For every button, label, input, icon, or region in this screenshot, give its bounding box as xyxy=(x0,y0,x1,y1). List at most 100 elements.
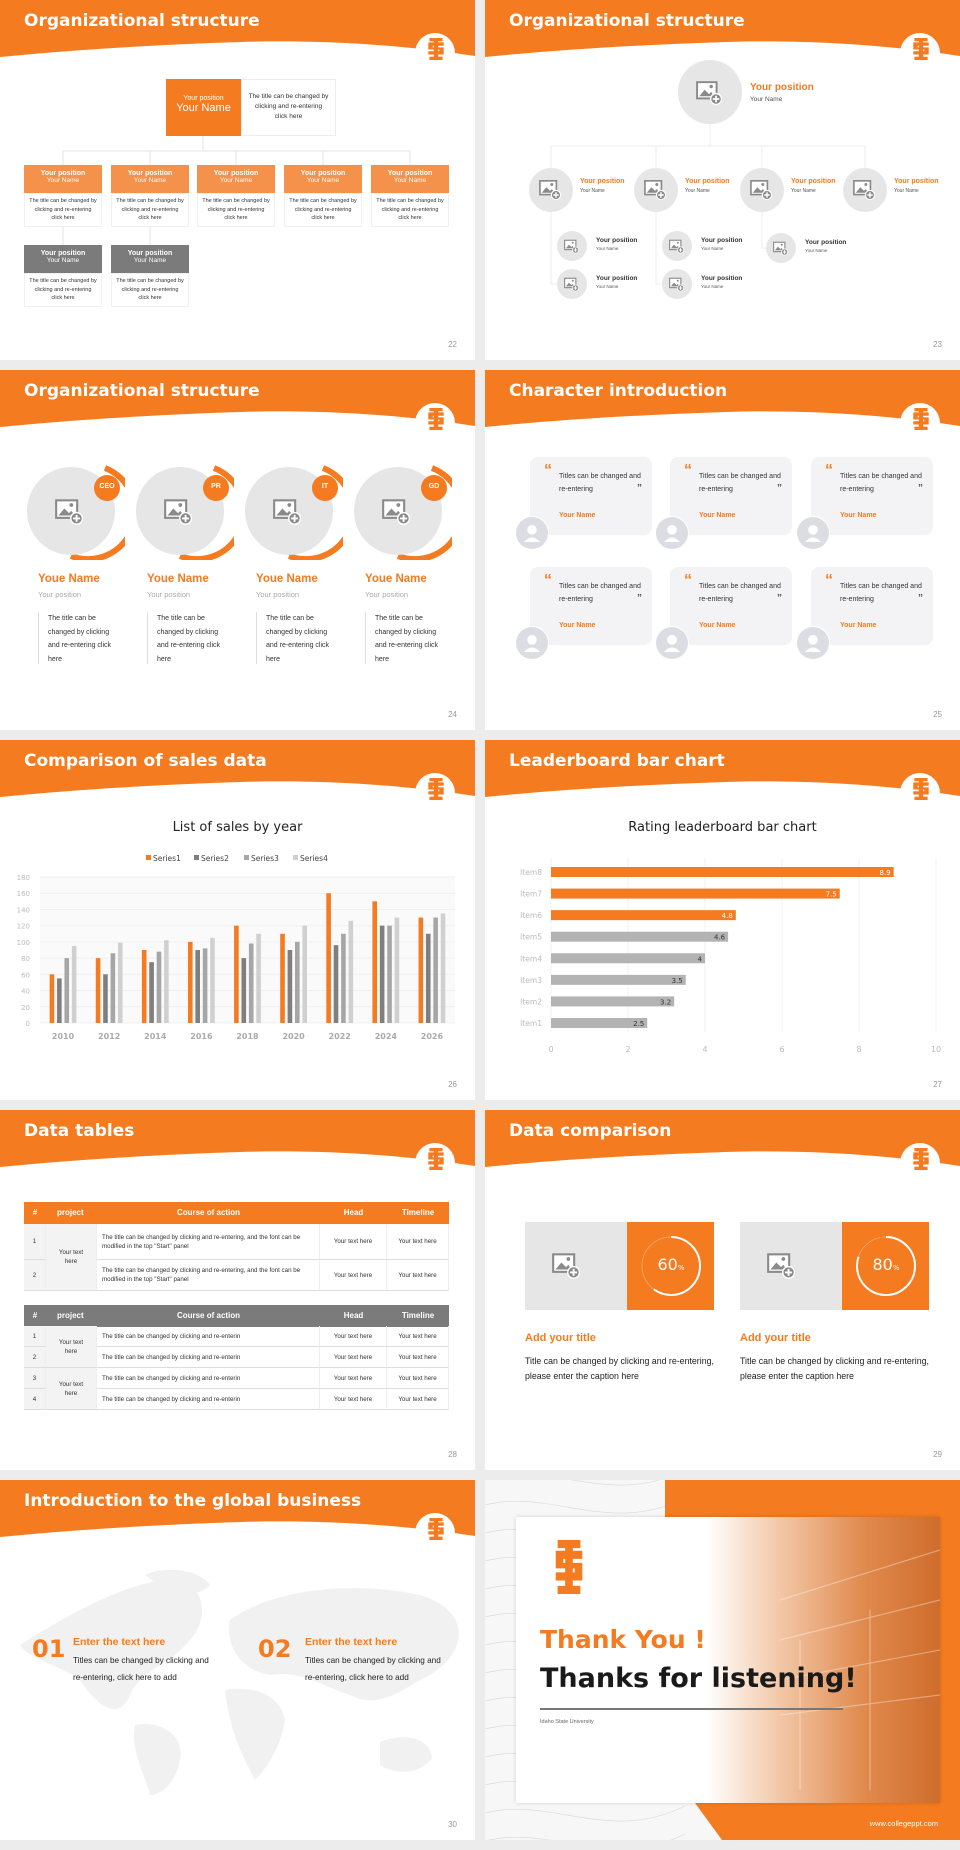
quote-card[interactable] xyxy=(670,567,792,645)
logo-icon xyxy=(910,408,932,441)
column-header: # xyxy=(32,1208,38,1217)
x-tick-label: 10 xyxy=(931,1045,941,1054)
slide-title: Data comparison xyxy=(509,1121,672,1141)
top-position-box[interactable]: Your position Your Name xyxy=(166,79,241,136)
photo-placeholder xyxy=(766,233,796,268)
table-cell[interactable]: Your text here xyxy=(320,1224,387,1260)
x-tick-label: 2 xyxy=(625,1045,630,1054)
table-cell[interactable]: The title can be changed by clicking and… xyxy=(97,1260,320,1291)
child-position-box[interactable]: Your position Your Name xyxy=(24,165,102,193)
child-position-box[interactable]: Your position Your Name xyxy=(111,245,189,273)
item-description: Title can be changed by clicking and re-… xyxy=(525,1356,714,1381)
page-number: 30 xyxy=(448,1820,457,1829)
data-label: 3.2 xyxy=(660,998,671,1006)
table-cell[interactable]: Your text here xyxy=(46,1368,97,1410)
column-header: Timeline xyxy=(401,1208,435,1217)
y-category-label: Item5 xyxy=(520,933,542,942)
name-label: Your Name xyxy=(596,246,619,251)
table-cell[interactable]: Your text here xyxy=(320,1347,387,1368)
table-cell[interactable]: 2 xyxy=(24,1260,46,1291)
table-cell[interactable]: Your text here xyxy=(320,1368,387,1389)
avatar xyxy=(515,516,549,555)
table-cell[interactable]: Your text here xyxy=(320,1260,387,1291)
table-cell[interactable]: Your text here xyxy=(46,1326,97,1368)
y-tick-label: 60 xyxy=(21,971,30,979)
bar-series1-2020 xyxy=(280,933,285,1023)
bar-series2-2018 xyxy=(241,958,247,1023)
legend-label: Series1 xyxy=(153,854,181,863)
thanks-for-listening-heading: Thanks for listening! xyxy=(540,1663,857,1694)
table-cell[interactable]: 3 xyxy=(24,1368,46,1389)
table-cell[interactable]: Your text here xyxy=(320,1326,387,1347)
bar-series2-2026 xyxy=(425,933,431,1023)
member-name: Youe Name xyxy=(38,573,100,585)
child-position-box[interactable]: Your position Your Name xyxy=(284,165,362,193)
top-photo-placeholder xyxy=(678,60,742,129)
quote-card[interactable] xyxy=(811,457,933,535)
close-quote-icon: ” xyxy=(637,483,642,494)
quote-text: Titles can be changed and re-entering xyxy=(840,473,922,493)
logo-icon xyxy=(425,408,447,441)
child-position-box[interactable]: Your position Your Name xyxy=(24,245,102,273)
table-cell[interactable]: The title can be changed by clicking and… xyxy=(97,1389,320,1410)
table-cell[interactable]: Your text here xyxy=(387,1347,449,1368)
table-cell[interactable]: 4 xyxy=(24,1389,46,1410)
table-cell[interactable]: 1 xyxy=(24,1326,46,1347)
slide-25: Character introduction 25 “ Titles can be c… xyxy=(485,370,960,730)
table-cell[interactable]: Your text here xyxy=(320,1389,387,1410)
bar-series4-2018 xyxy=(256,933,261,1023)
table-cell[interactable]: Your text here xyxy=(387,1326,449,1347)
member-position: Your position xyxy=(147,590,191,599)
bar-series2-2020 xyxy=(287,950,293,1023)
logo-icon xyxy=(910,1148,932,1181)
bar-item6 xyxy=(551,910,736,921)
name-label: Your Name xyxy=(791,188,816,194)
table-cell[interactable]: Your text here xyxy=(387,1389,449,1410)
member-name: Youe Name xyxy=(256,573,318,585)
table-cell[interactable]: 1 xyxy=(24,1224,46,1260)
slide-title: Organizational structure xyxy=(24,381,260,401)
child-position-box[interactable]: Your position Your Name xyxy=(111,165,189,193)
slide-26: Comparison of sales data 26 List of sales … xyxy=(0,740,475,1100)
image-panel[interactable] xyxy=(525,1222,627,1310)
image-panel[interactable] xyxy=(740,1222,842,1310)
chart-title: Rating leaderboard bar chart xyxy=(628,820,817,835)
header-banner xyxy=(0,0,475,85)
quote-card[interactable] xyxy=(670,457,792,535)
table-cell[interactable]: 2 xyxy=(24,1347,46,1368)
card-name: Your Name xyxy=(559,622,596,629)
table-cell[interactable]: Your text here xyxy=(387,1368,449,1389)
bar-item1 xyxy=(551,1017,648,1028)
table-cell[interactable]: Your text here xyxy=(387,1224,449,1260)
legend-swatch xyxy=(293,855,298,860)
child-position-box[interactable]: Your position Your Name xyxy=(371,165,449,193)
bar-series2-2022 xyxy=(333,945,339,1023)
table-cell[interactable]: The title can be changed by clicking and… xyxy=(97,1224,320,1260)
table-cell[interactable]: The title can be changed by clicking and… xyxy=(97,1368,320,1389)
slide-title: Comparison of sales data xyxy=(24,751,267,771)
table-cell[interactable]: Your text here xyxy=(387,1260,449,1291)
open-quote-icon: “ xyxy=(544,462,552,479)
column-header: Course of action xyxy=(176,1208,241,1217)
table-cell[interactable]: The title can be changed by clicking and… xyxy=(97,1326,320,1347)
slide-31: Thank You ! Thanks for listening! Idaho St… xyxy=(485,1480,960,1840)
x-tick-label: 4 xyxy=(702,1045,707,1054)
bar-item8 xyxy=(551,867,894,877)
position-label: Your position xyxy=(805,239,847,246)
x-tick-label: 2026 xyxy=(421,1032,444,1041)
quote-card[interactable] xyxy=(811,567,933,645)
quote-card[interactable] xyxy=(530,567,652,645)
avatar xyxy=(655,516,689,555)
quote-card[interactable] xyxy=(530,457,652,535)
data-label: 3.5 xyxy=(672,977,683,985)
table-cell[interactable]: The title can be changed by clicking and… xyxy=(97,1347,320,1368)
table-cell[interactable]: Your text here xyxy=(46,1224,97,1291)
bar-series2-2016 xyxy=(195,950,200,1023)
name-label: Your Name xyxy=(46,257,80,264)
position-label: Your position xyxy=(596,275,638,282)
building-photo xyxy=(740,1540,941,1808)
column-header: # xyxy=(32,1311,38,1320)
child-position-box[interactable]: Your position Your Name xyxy=(197,165,275,193)
member-position: Your position xyxy=(38,590,82,599)
quote-text: Titles can be changed and re-entering xyxy=(699,473,781,493)
